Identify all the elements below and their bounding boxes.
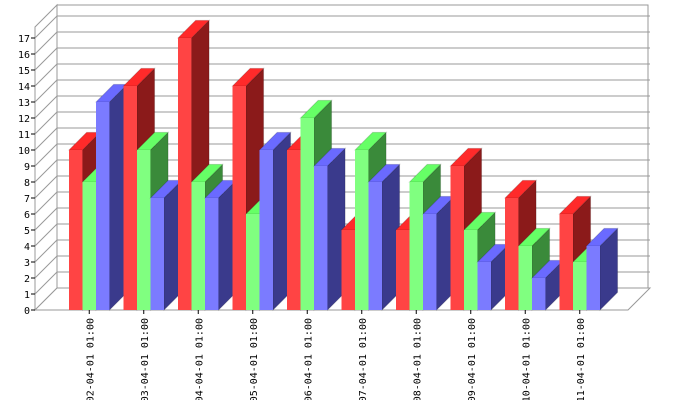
bar-front bbox=[368, 182, 382, 310]
bar-front bbox=[314, 166, 328, 310]
x-tick-label: 07-04-01 01:00 bbox=[358, 318, 369, 400]
grid-line-left bbox=[34, 207, 58, 231]
bar-front bbox=[518, 246, 532, 310]
grid-line-left bbox=[34, 63, 58, 87]
grid-line-left bbox=[34, 111, 58, 135]
bar bbox=[258, 131, 292, 312]
bar-front bbox=[191, 182, 205, 310]
y-tick-label: 13 bbox=[18, 98, 30, 109]
y-tick-label: 4 bbox=[24, 242, 30, 253]
y-tick-label: 16 bbox=[18, 50, 30, 61]
grid-line-left bbox=[34, 255, 58, 279]
y-tick-label: 2 bbox=[24, 274, 30, 285]
bar-front bbox=[559, 214, 573, 310]
bar bbox=[421, 195, 456, 312]
bar-front bbox=[341, 230, 355, 310]
x-tick-label: 04-04-01 01:00 bbox=[194, 318, 205, 400]
bar-front bbox=[505, 198, 519, 310]
grid-line-left bbox=[34, 239, 58, 263]
bar-front bbox=[450, 166, 464, 310]
y-tick-label: 10 bbox=[18, 146, 30, 157]
x-tick-label: 02-04-01 01:00 bbox=[85, 318, 96, 400]
grid-line-left bbox=[34, 79, 58, 103]
bar bbox=[367, 163, 401, 312]
grid-line-left bbox=[34, 31, 58, 55]
bar-front bbox=[178, 38, 192, 310]
bars bbox=[67, 19, 619, 312]
y-tick-label: 9 bbox=[24, 162, 30, 173]
x-tick-label: 09-04-01 01:00 bbox=[467, 318, 478, 400]
bar-front bbox=[586, 246, 600, 310]
bar-front bbox=[532, 278, 546, 310]
x-tick-label: 08-04-01 01:00 bbox=[412, 318, 423, 400]
y-tick-label: 1 bbox=[24, 290, 30, 301]
bar bbox=[530, 259, 565, 312]
x-tick-label: 05-04-01 01:00 bbox=[249, 318, 260, 400]
x-axis-ticks: 02-04-01 01:00 03-04-01 01:00 04-04-01 01:… bbox=[85, 310, 587, 402]
bar-front bbox=[464, 230, 478, 310]
bar-front bbox=[355, 150, 369, 310]
bar bbox=[312, 147, 347, 312]
x-tick-label: 11-04-01 01:00 bbox=[576, 318, 587, 400]
grid-line-left bbox=[34, 223, 58, 247]
y-tick-label: 5 bbox=[24, 226, 30, 237]
bar-front bbox=[246, 214, 260, 310]
grid-line-left bbox=[34, 159, 58, 183]
y-tick-label: 0 bbox=[24, 306, 30, 317]
y-tick-label: 12 bbox=[18, 114, 30, 125]
bar-front bbox=[123, 86, 137, 310]
y-tick-label: 7 bbox=[24, 194, 30, 205]
bar bbox=[476, 243, 510, 312]
grid-line-left bbox=[34, 175, 58, 199]
y-tick-label: 15 bbox=[18, 66, 30, 77]
y-tick-label: 3 bbox=[24, 258, 30, 269]
x-tick-label: 06-04-01 01:00 bbox=[303, 318, 314, 400]
bar-front bbox=[477, 262, 491, 310]
bar-front bbox=[409, 182, 423, 310]
grid-line-left bbox=[34, 127, 58, 151]
bar bbox=[94, 83, 129, 312]
bar-front bbox=[232, 86, 246, 310]
grid-line-left bbox=[34, 191, 58, 215]
x-tick-label: 10-04-01 01:00 bbox=[521, 318, 532, 400]
bar-front bbox=[205, 198, 219, 310]
bar-front bbox=[573, 262, 587, 310]
grid-line-left bbox=[34, 95, 58, 119]
bar-front bbox=[300, 118, 314, 310]
grid-line-left bbox=[34, 15, 58, 39]
y-tick-label: 6 bbox=[24, 210, 30, 221]
grid-line-left bbox=[34, 47, 58, 71]
y-tick-label: 14 bbox=[18, 82, 30, 93]
y-tick-label: 17 bbox=[18, 34, 30, 45]
x-tick-label: 03-04-01 01:00 bbox=[140, 318, 151, 400]
y-tick-label: 8 bbox=[24, 178, 30, 189]
bar-front bbox=[259, 150, 273, 310]
bar-front bbox=[287, 150, 301, 310]
bar-front bbox=[150, 198, 164, 310]
bar-front bbox=[69, 150, 83, 310]
bar-front bbox=[396, 230, 410, 310]
grid-line-left bbox=[34, 271, 58, 295]
bar-front bbox=[423, 214, 437, 310]
bar bbox=[149, 179, 183, 312]
bar-front bbox=[96, 102, 110, 310]
grid-line-left bbox=[34, 143, 58, 167]
bar-front bbox=[82, 182, 96, 310]
bar bbox=[585, 227, 619, 312]
bar-front bbox=[137, 150, 151, 310]
y-tick-label: 11 bbox=[18, 130, 30, 141]
bar bbox=[203, 179, 238, 312]
